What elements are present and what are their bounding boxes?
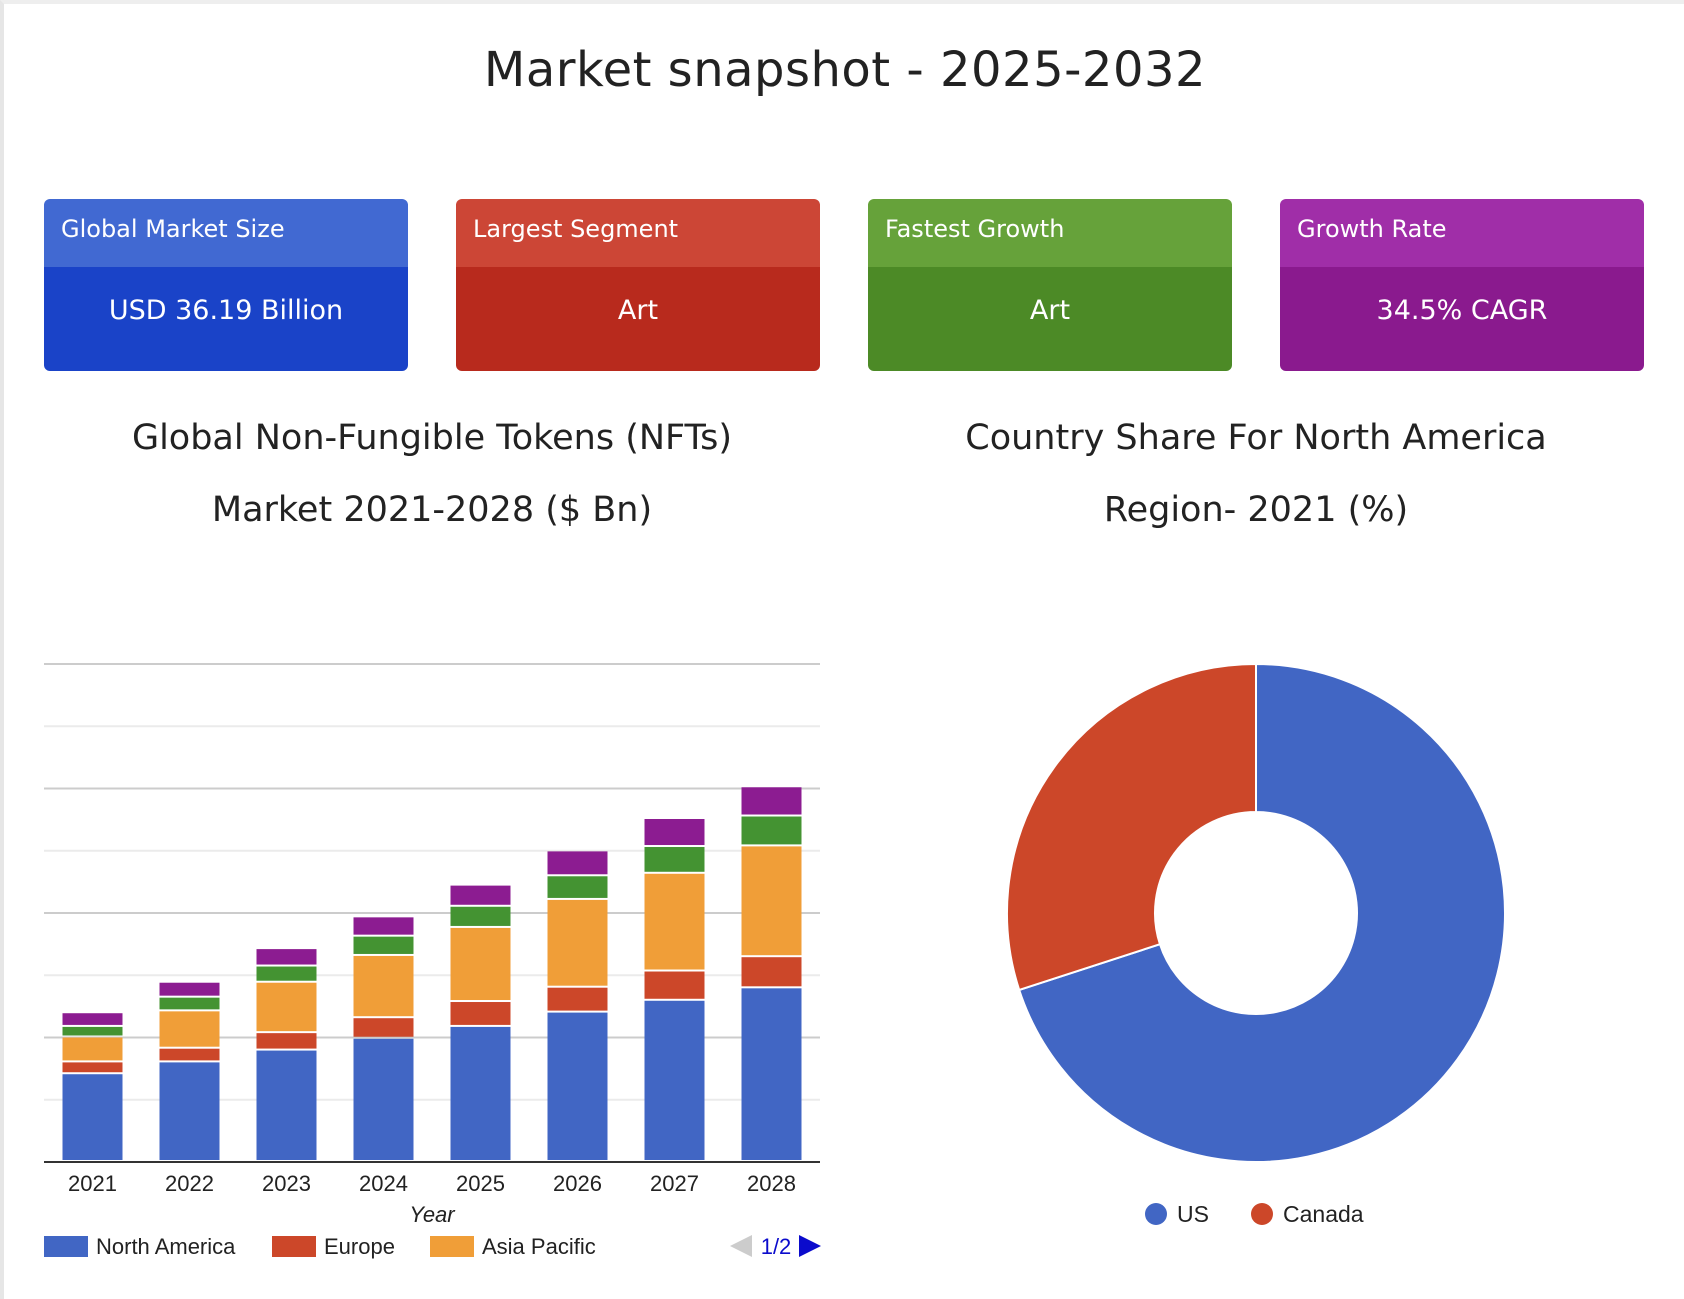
bar-segment-2027-series-5 [644, 819, 705, 846]
x-tick-label: 2027 [650, 1171, 699, 1196]
stat-card-fastest-growth: Fastest Growth Art [868, 199, 1232, 371]
bar-segment-2022-series-4 [159, 997, 220, 1010]
bar-segment-2026-europe [547, 987, 608, 1011]
bar-segment-2026-asia-pacific [547, 899, 608, 986]
bar-chart-title-line-1: Global Non-Fungible Tokens (NFTs) [131, 418, 733, 458]
bar-segment-2028-north-america [741, 988, 802, 1160]
stat-card-value: 34.5% CAGR [1280, 267, 1644, 371]
bar-segment-2025-north-america [450, 1026, 511, 1160]
bar-segment-2025-series-4 [450, 906, 511, 926]
legend-dot-canada[interactable] [1251, 1203, 1273, 1225]
x-tick-label: 2025 [456, 1171, 505, 1196]
bar-segment-2021-series-5 [62, 1013, 123, 1025]
bar-segment-2023-asia-pacific [256, 982, 317, 1032]
pie-slice-us[interactable] [1017, 662, 1507, 1163]
stat-card-value: USD 36.19 Billion [44, 267, 408, 371]
stat-card-global-market-size: Global Market Size USD 36.19 Billion [44, 199, 408, 371]
legend-page-indicator: 1/2 [761, 1234, 792, 1259]
stat-card-label: Growth Rate [1280, 199, 1644, 267]
legend-label-north-america[interactable]: North America [96, 1234, 236, 1259]
bar-segment-2028-europe [741, 957, 802, 987]
legend-swatch-asia-pacific[interactable] [430, 1236, 474, 1257]
bar-segment-2028-series-4 [741, 816, 802, 845]
stat-card-growth-rate: Growth Rate 34.5% CAGR [1280, 199, 1644, 371]
bar-segment-2021-north-america [62, 1074, 123, 1160]
x-tick-label: 2028 [747, 1171, 796, 1196]
pie-slice-canada[interactable] [1006, 662, 1257, 992]
x-tick-label: 2024 [359, 1171, 408, 1196]
stat-card-value: Art [868, 267, 1232, 371]
bar-segment-2024-asia-pacific [353, 955, 414, 1017]
bar-segment-2026-series-4 [547, 876, 608, 898]
bar-segment-2027-series-4 [644, 847, 705, 872]
legend-prev-page-icon[interactable] [730, 1235, 752, 1257]
pie-chart-title: Country Share For North America Region- … [864, 402, 1648, 546]
bar-segment-2027-europe [644, 971, 705, 999]
bar-segment-2026-series-5 [547, 851, 608, 875]
bar-segment-2028-series-5 [741, 787, 802, 815]
bar-segment-2021-series-4 [62, 1026, 123, 1036]
bar-segment-2027-north-america [644, 1000, 705, 1160]
stat-card-largest-segment: Largest Segment Art [456, 199, 820, 371]
x-tick-label: 2023 [262, 1171, 311, 1196]
x-axis-title: Year [409, 1202, 456, 1227]
bar-chart-title: Global Non-Fungible Tokens (NFTs) Market… [40, 402, 824, 546]
bar-segment-2022-series-5 [159, 982, 220, 996]
bar-segment-2025-asia-pacific [450, 927, 511, 1001]
legend-swatch-europe[interactable] [272, 1236, 316, 1257]
bar-segment-2022-asia-pacific [159, 1011, 220, 1047]
legend-swatch-north-america[interactable] [44, 1236, 88, 1257]
bar-segment-2025-series-5 [450, 885, 511, 905]
bar-segment-2024-europe [353, 1018, 414, 1037]
pie-chart-title-line-1: Country Share For North America [965, 418, 1547, 458]
bar-segment-2022-north-america [159, 1062, 220, 1160]
bar-segment-2023-series-4 [256, 966, 317, 981]
legend-label-us[interactable]: US [1177, 1201, 1209, 1227]
stat-card-label: Global Market Size [44, 199, 408, 267]
legend-label-asia-pacific[interactable]: Asia Pacific [482, 1234, 596, 1259]
bar-segment-2021-europe [62, 1062, 123, 1073]
page-title: Market snapshot - 2025-2032 [483, 42, 1207, 98]
legend-dot-us[interactable] [1145, 1203, 1167, 1225]
stat-card-value: Art [456, 267, 820, 371]
pie-chart-title-line-2: Region- 2021 (%) [1103, 490, 1409, 530]
x-tick-label: 2022 [165, 1171, 214, 1196]
x-tick-label: 2021 [68, 1171, 117, 1196]
x-tick-label: 2026 [553, 1171, 602, 1196]
stat-card-label: Fastest Growth [868, 199, 1232, 267]
bar-segment-2021-asia-pacific [62, 1037, 123, 1061]
bar-segment-2026-north-america [547, 1012, 608, 1160]
bar-segment-2024-series-5 [353, 917, 414, 935]
bar-segment-2027-asia-pacific [644, 873, 705, 970]
bar-segment-2028-asia-pacific [741, 846, 802, 956]
bar-segment-2024-series-4 [353, 936, 414, 954]
bar-segment-2023-north-america [256, 1050, 317, 1160]
bar-segment-2024-north-america [353, 1038, 414, 1160]
bar-segment-2022-europe [159, 1048, 220, 1061]
bar-segment-2025-europe [450, 1002, 511, 1025]
bar-segment-2023-series-5 [256, 949, 317, 965]
bar-chart-title-line-2: Market 2021-2028 ($ Bn) [211, 490, 653, 530]
legend-label-canada[interactable]: Canada [1283, 1201, 1364, 1227]
stat-card-label: Largest Segment [456, 199, 820, 267]
legend-label-europe[interactable]: Europe [324, 1234, 395, 1259]
legend-next-page-icon[interactable] [799, 1235, 821, 1257]
bar-segment-2023-europe [256, 1033, 317, 1049]
